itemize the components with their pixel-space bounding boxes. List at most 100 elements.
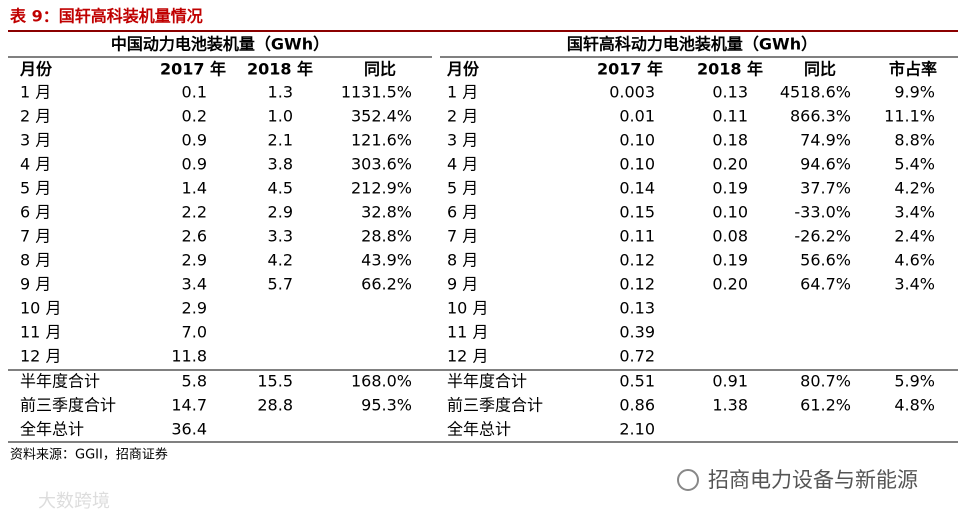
row-label: 前三季度合计: [447, 396, 543, 415]
row-label: 8 月: [447, 251, 478, 270]
title: 表 9：国轩高科装机量情况: [9, 7, 203, 26]
cell: 2.6: [182, 227, 207, 246]
column-header: 月份: [19, 60, 53, 79]
icon: [677, 469, 699, 491]
row-label: 5 月: [447, 179, 478, 198]
row-label: 5 月: [20, 179, 51, 198]
cell: 28.8: [257, 396, 293, 415]
row-label: 12 月: [20, 347, 61, 366]
cell: 0.13: [619, 299, 655, 318]
source: 资料来源：GGII，招商证券: [10, 447, 168, 463]
cell: 8.8%: [894, 131, 935, 150]
row-label: 11 月: [20, 323, 61, 342]
cell: 0.19: [712, 251, 748, 270]
cell: 0.39: [619, 323, 655, 342]
row-label: 3 月: [447, 131, 478, 150]
cell: 64.7%: [800, 275, 851, 294]
column-header: 2017 年: [160, 60, 226, 79]
cell: 0.003: [609, 83, 655, 102]
cell: 0.91: [712, 372, 748, 391]
cell: 0.10: [619, 131, 655, 150]
cell: 1.38: [712, 396, 748, 415]
cell: 0.1: [182, 83, 207, 102]
cell: 2.9: [182, 299, 207, 318]
cell: 61.2%: [800, 396, 851, 415]
cell: 5.7: [268, 275, 293, 294]
cell: 121.6%: [351, 131, 412, 150]
row-label: 6 月: [447, 203, 478, 222]
cell: 2.4%: [894, 227, 935, 246]
cell: 0.86: [619, 396, 655, 415]
column-header: 月份: [446, 60, 480, 79]
cell: 80.7%: [800, 372, 851, 391]
row-label: 2 月: [447, 107, 478, 126]
cell: 94.6%: [800, 155, 851, 174]
row-label: 12 月: [447, 347, 488, 366]
cell: 11.8: [171, 347, 207, 366]
row-label: 3 月: [20, 131, 51, 150]
cell: -26.2%: [794, 227, 851, 246]
cell: 74.9%: [800, 131, 851, 150]
watermark: 招商电力设备与新能源 大数跨境: [38, 468, 918, 512]
cell: 4.5: [268, 179, 293, 198]
row-label: 6 月: [20, 203, 51, 222]
cell: 4518.6%: [780, 83, 851, 102]
cell: 9.9%: [894, 83, 935, 102]
cell: 11.1%: [884, 107, 935, 126]
cell: 1131.5%: [341, 83, 412, 102]
row-label: 8 月: [20, 251, 51, 270]
cell: 866.3%: [790, 107, 851, 126]
cell: 303.6%: [351, 155, 412, 174]
column-header: 2017 年: [597, 60, 663, 79]
row-label: 10 月: [447, 299, 488, 318]
cell: 15.5: [257, 372, 293, 391]
column-header: 同比: [364, 60, 396, 79]
cell: 56.6%: [800, 251, 851, 270]
cell: 5.8: [182, 372, 207, 391]
row-label: 前三季度合计: [20, 396, 116, 415]
cell: 2.10: [619, 420, 655, 439]
row-label: 全年总计: [447, 420, 511, 439]
row-label: 2 月: [20, 107, 51, 126]
row-label: 10 月: [20, 299, 61, 318]
cell: 0.15: [619, 203, 655, 222]
cell: 1.4: [182, 179, 207, 198]
watermark-text: 招商电力设备与新能源: [708, 468, 918, 492]
cell: 0.9: [182, 131, 207, 150]
cell: 14.7: [171, 396, 207, 415]
column-header: 2018 年: [697, 60, 763, 79]
row-label: 半年度合计: [20, 372, 100, 391]
cell: 0.11: [619, 227, 655, 246]
cell: 0.72: [619, 347, 655, 366]
row-label: 4 月: [447, 155, 478, 174]
column-header: 市占率: [889, 60, 937, 79]
row-label: 7 月: [20, 227, 51, 246]
cell: 352.4%: [351, 107, 412, 126]
cell: 0.18: [712, 131, 748, 150]
row-label: 11 月: [447, 323, 488, 342]
cell: 32.8%: [361, 203, 412, 222]
row-label: 1 月: [20, 83, 51, 102]
cell: 4.2%: [894, 179, 935, 198]
cell: 4.6%: [894, 251, 935, 270]
cell: 0.10: [619, 155, 655, 174]
cell: 0.51: [619, 372, 655, 391]
cell: 0.20: [712, 275, 748, 294]
cell: 3.3: [268, 227, 293, 246]
cell: 4.8%: [894, 396, 935, 415]
cell: 0.01: [619, 107, 655, 126]
cell: 0.19: [712, 179, 748, 198]
cell: 0.10: [712, 203, 748, 222]
row-label: 全年总计: [20, 420, 84, 439]
row-label: 半年度合计: [447, 372, 527, 391]
cell: 4.2: [268, 251, 293, 270]
cell: 212.9%: [351, 179, 412, 198]
cell: 0.14: [619, 179, 655, 198]
cell: 5.4%: [894, 155, 935, 174]
cell: 0.2: [182, 107, 207, 126]
watermark-text: 大数跨境: [38, 491, 110, 512]
cell: 36.4: [171, 420, 207, 439]
row-label: 7 月: [447, 227, 478, 246]
cell: 3.8: [268, 155, 293, 174]
